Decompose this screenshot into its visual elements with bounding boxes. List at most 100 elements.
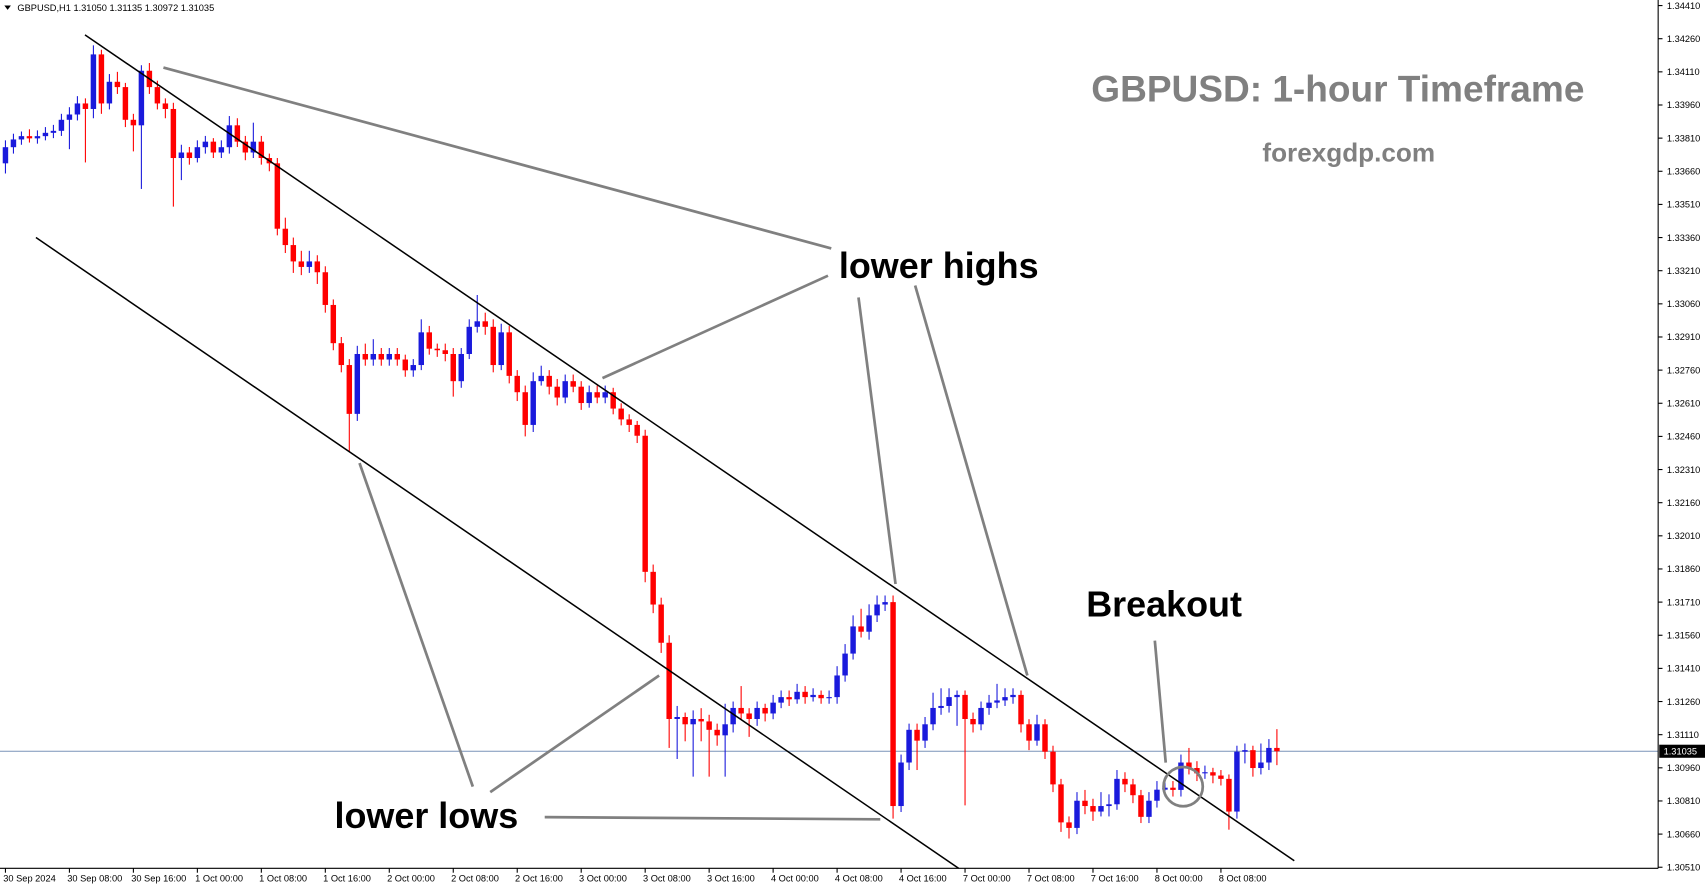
candle-body: [802, 691, 808, 698]
candle-body: [1210, 772, 1216, 776]
x-tick-label: 3 Oct 00:00: [579, 873, 627, 883]
candle-body: [506, 332, 512, 376]
candle-body: [354, 353, 361, 414]
last-price-box: [1659, 744, 1705, 758]
candle-body: [418, 332, 424, 366]
y-tick-label: 1.33810: [1667, 133, 1700, 143]
candle-body: [682, 716, 688, 725]
candle-body: [554, 386, 560, 398]
candle-body: [906, 729, 912, 763]
candle-body: [1194, 768, 1200, 774]
candle-body: [1098, 806, 1104, 812]
candle-body: [618, 408, 624, 420]
candle-body: [914, 729, 920, 741]
candle-body: [330, 304, 337, 344]
candle-body: [786, 697, 792, 700]
candle-body: [1138, 795, 1144, 817]
candle-body: [1010, 694, 1016, 698]
candle-body: [306, 261, 313, 267]
y-tick-label: 1.31560: [1667, 631, 1700, 641]
candle-body: [578, 386, 584, 404]
y-tick-label: 1.32160: [1667, 498, 1700, 508]
candle-body: [1066, 822, 1072, 828]
candle-body: [74, 103, 81, 115]
y-tick-label: 1.33360: [1667, 233, 1700, 243]
candle-body: [26, 136, 33, 139]
candle-body: [298, 261, 305, 267]
candle-body: [474, 321, 480, 327]
candle-body: [290, 245, 297, 262]
y-tick-label: 1.31710: [1667, 597, 1700, 607]
y-tick-label: 1.31110: [1667, 730, 1699, 740]
candle-body: [1122, 778, 1128, 785]
candle-body: [922, 724, 928, 741]
candle-body: [1178, 762, 1184, 790]
candle-body: [546, 375, 552, 387]
y-tick-label: 1.31410: [1667, 664, 1700, 674]
candle-body: [722, 724, 728, 736]
y-tick-label: 1.30660: [1667, 829, 1700, 839]
candle-body: [1050, 751, 1056, 785]
candle-body: [986, 702, 992, 708]
candle-body: [826, 697, 832, 699]
candle-body: [570, 381, 576, 387]
candle-body: [874, 604, 880, 616]
y-tick-label: 1.34110: [1667, 67, 1700, 77]
y-tick-label: 1.32460: [1667, 432, 1700, 442]
candle-body: [1058, 784, 1064, 823]
y-tick-label: 1.32760: [1667, 365, 1700, 375]
x-tick-label: 3 Oct 16:00: [707, 873, 755, 883]
candle-body: [1250, 750, 1256, 769]
y-tick-label: 1.32310: [1667, 465, 1700, 475]
x-tick-label: 8 Oct 08:00: [1219, 873, 1267, 883]
candle-body: [450, 353, 456, 382]
candle-body: [1258, 762, 1264, 769]
candle-body: [994, 700, 1000, 703]
y-tick-label: 1.30960: [1667, 763, 1700, 773]
candle-body: [866, 615, 872, 632]
candle-body: [258, 141, 265, 159]
candle-body: [522, 392, 528, 425]
candle-body: [1114, 778, 1120, 805]
candle-body: [666, 642, 672, 719]
candle-body: [642, 435, 648, 572]
y-tick-label: 1.30810: [1667, 796, 1700, 806]
candle-body: [538, 375, 544, 382]
candle-body: [178, 152, 185, 159]
candle-body: [626, 419, 632, 425]
candle-body: [1034, 724, 1040, 741]
y-tick-label: 1.31860: [1667, 564, 1700, 574]
candle-body: [114, 81, 121, 88]
candle-body: [610, 392, 616, 409]
candle-body: [770, 702, 776, 714]
candle-body: [810, 694, 816, 698]
candle-body: [82, 103, 89, 109]
annotation: Breakout: [1086, 584, 1242, 625]
pointer-line: [601, 274, 829, 380]
candle-body: [698, 718, 704, 722]
y-tick-label: 1.34410: [1667, 1, 1700, 11]
candle-body: [194, 147, 201, 159]
candle-body: [1106, 804, 1112, 807]
candle-body: [842, 653, 848, 676]
candle-body: [18, 136, 25, 140]
candle-body: [138, 70, 145, 126]
candle-body: [282, 228, 289, 246]
candle-body: [714, 729, 720, 736]
x-tick-label: 30 Sep 16:00: [131, 873, 186, 883]
x-tick-label: 1 Oct 00:00: [195, 873, 243, 883]
candle-body: [402, 359, 409, 371]
candle-body: [1090, 806, 1096, 812]
candle-body: [690, 718, 696, 725]
candle-body: [226, 125, 233, 148]
x-tick-label: 30 Sep 2024: [3, 873, 55, 883]
y-tick-label: 1.33510: [1667, 200, 1700, 210]
candle-body: [1266, 747, 1272, 763]
candle-body: [482, 321, 488, 327]
candle-body: [530, 381, 536, 425]
candle-body: [794, 691, 800, 700]
candle-body: [1274, 747, 1280, 752]
